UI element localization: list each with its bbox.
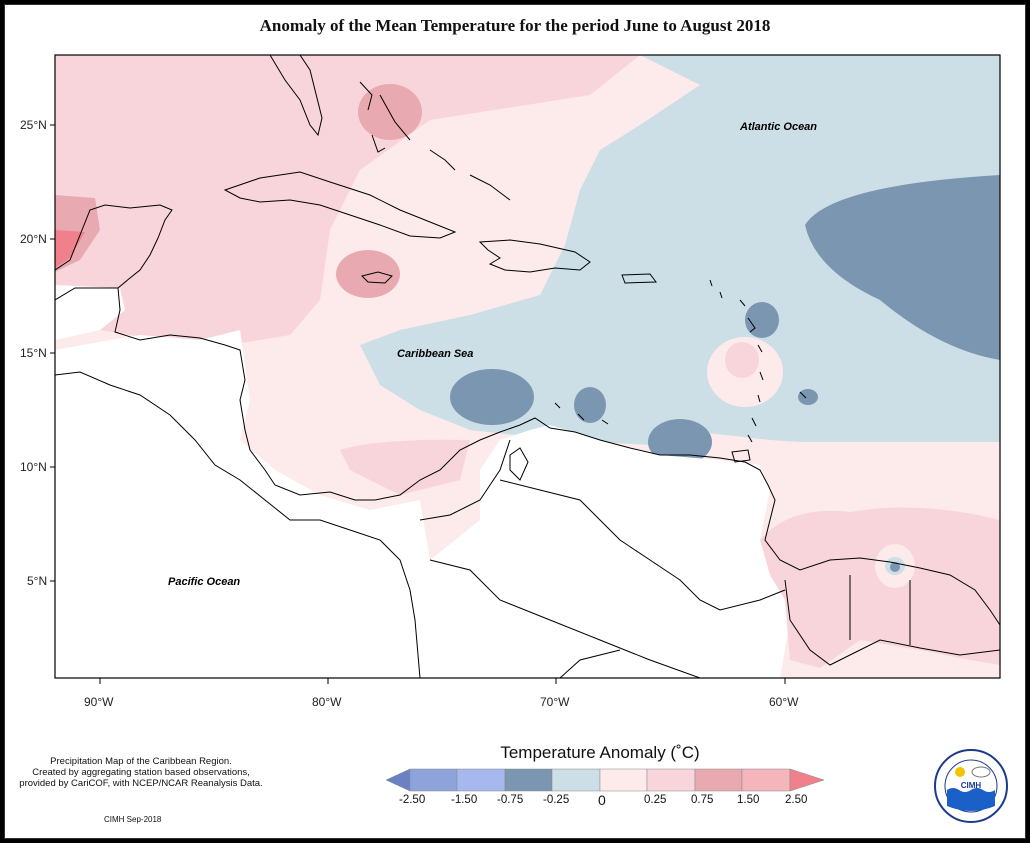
colorbar-bin-neg-1-5 [409,768,458,792]
credit-text: CIMH Sep-2018 [104,815,162,824]
colombia-border [419,439,511,521]
lesser-antilles [709,279,764,443]
venezuela-south-border [499,479,786,611]
anomaly-field [55,55,1000,678]
suriname-borders [849,575,911,645]
note-line-1: Precipitation Map of the Caribbean Regio… [50,756,232,767]
mexico-land-white [55,285,125,340]
colorbar-bin-neg-0-75 [504,768,553,792]
colorbar-bin-pos-0-75 [646,768,696,792]
field-neg-0-75-aruba [574,387,606,423]
legend-tick: 1.50 [737,794,760,806]
legend-tick: -2.50 [399,794,426,806]
colorbar-bin-pos-2-5 [741,768,791,792]
lon-label-80w: 80°W [312,695,342,709]
field-pos-0-75-west [55,55,640,345]
legend-tick: 0.75 [691,794,714,806]
lon-ticks [99,678,786,684]
guianas-south-border [784,579,1000,666]
lat-label-10n: 10°N [20,460,47,474]
sun-icon [955,767,965,777]
map-border [54,54,1001,679]
colorbar-bin-pos-0-25 [599,768,648,792]
cloud-icon [971,766,991,778]
central-america-caribbean-coast [114,287,481,501]
bahamas-coast-4 [429,149,456,171]
cimh-logo: CIMH [934,749,1008,823]
lat-label-5n: 5°N [27,574,47,588]
south-america-north-coast [479,417,1000,626]
colorbar-arrow-left [385,768,411,792]
field-neg-0-75-trinidad [648,419,712,465]
label-caribbean-sea: Caribbean Sea [397,348,473,360]
colombia-south-border [429,559,701,678]
colorbar-arrow-right [789,768,825,792]
bahamas-coast-5 [469,174,511,201]
logo-text: CIMH [961,781,982,790]
florida-coast [269,55,323,137]
hispaniola-coast [478,239,591,273]
bahamas-coast-2 [379,94,411,141]
lon-label-60w: 60°W [769,695,799,709]
field-neg-0-75-west-venezuela [450,369,534,425]
central-america-pacific-white [55,330,430,678]
cuba-coast [223,171,457,239]
legend-tick: 2.50 [785,794,808,806]
note-line-3: provided by CariCOF, with NCEP/NCAR Rean… [19,778,263,789]
coastlines [55,55,1000,678]
jamaica-coast [361,271,393,284]
field-pos-0-75-windward [725,342,759,378]
field-pos-0-75-guianas [760,507,1000,668]
lat-label-15n: 15°N [20,346,47,360]
legend-tick: -0.75 [497,794,524,806]
label-atlantic-ocean: Atlantic Ocean [739,121,817,133]
brazil-border [559,649,621,678]
lon-label-70w: 70°W [540,695,570,709]
legend-title: Temperature Anomaly (˚C) [500,743,700,762]
puerto-rico-coast [621,273,657,284]
lat-label-20n: 20°N [20,232,47,246]
field-neg-0-25 [360,55,1000,445]
bahamas-coast-3 [371,134,386,153]
field-pos-0-75-south [340,439,470,495]
wave-icon [947,788,995,811]
legend-tick: 0 [598,792,606,808]
legend-tick: -0.25 [543,794,570,806]
lat-label-25n: 25°N [20,118,47,132]
lat-ticks [50,124,55,582]
field-neg-0-75-atlantic [805,175,1000,360]
field-neg-0-75-guadeloupe [745,302,779,338]
lake-maracaibo [509,447,529,481]
field-neg-0-75-suriname [890,562,900,572]
legend-tick: -1.50 [451,794,478,806]
field-neg-0-75-barbados [798,389,818,405]
field-pos-2-5-yucatan [55,230,85,268]
abc-islands [554,402,609,425]
label-pacific-ocean: Pacific Ocean [168,576,240,588]
colorbar-bin-neg-0-25 [551,768,601,792]
colorbar [385,768,825,792]
colorbar-bin-pos-1-5 [694,768,743,792]
barbados-coast [799,391,807,399]
note-line-2: Created by aggregating station based obs… [32,767,250,778]
central-america-pacific-coast [55,371,421,678]
lon-label-90w: 90°W [84,695,114,709]
bahamas-coast-1 [359,81,373,111]
legend-tick: 0.25 [644,794,667,806]
map-title: Anomaly of the Mean Temperature for the … [259,16,771,35]
colorbar-bin-neg-1-5b [456,768,506,792]
yucatan-coast [55,204,173,301]
trinidad-coast [731,449,751,463]
data-source-note: Precipitation Map of the Caribbean Regio… [6,756,276,789]
south-america-land [420,425,790,678]
